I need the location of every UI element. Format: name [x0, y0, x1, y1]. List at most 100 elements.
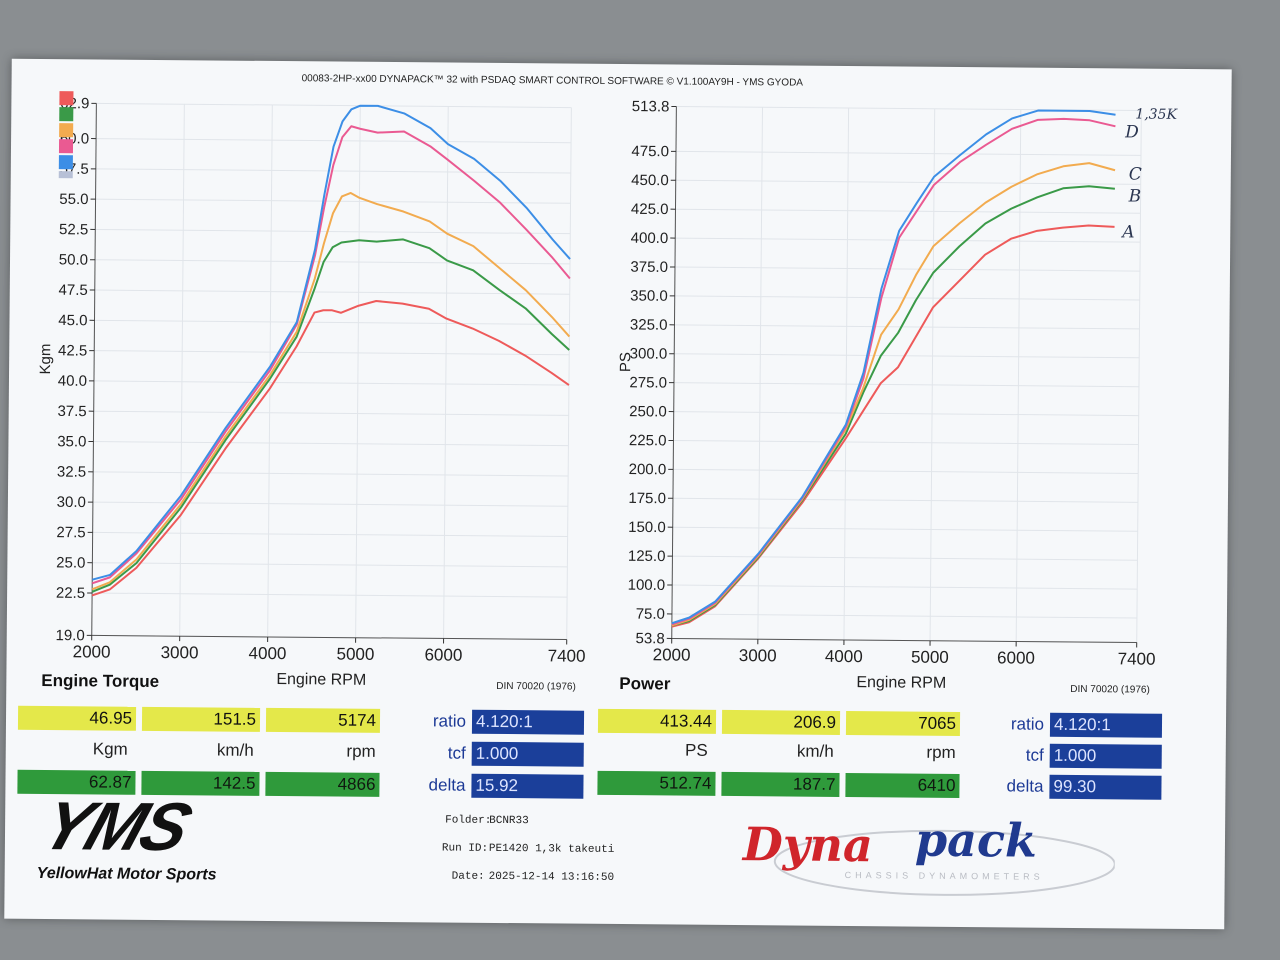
power-grid-y	[672, 584, 1138, 590]
folder-value: BCNR33	[489, 814, 529, 828]
power-y-tick-label: 450.0	[631, 172, 669, 189]
power-y-tick-label: 125.0	[628, 548, 666, 565]
torque-y-tick-label: 30.0	[57, 494, 86, 511]
dynapack-swoosh	[773, 829, 1116, 896]
legend-swatch	[58, 139, 74, 154]
dynapack-logo-right: pack	[914, 812, 1038, 868]
power-grid-x	[1015, 109, 1022, 642]
torque-grid-x	[355, 105, 361, 638]
power-x-axis	[671, 637, 1137, 644]
torque-grid-y	[92, 501, 568, 507]
folder-label: Folder:	[445, 814, 492, 827]
handwritten-d: D	[1125, 122, 1139, 143]
torque-series-D	[91, 125, 571, 585]
torque-y-tick-label: 25.0	[56, 554, 85, 571]
legend-swatch	[59, 123, 74, 138]
torque-grid-x	[566, 107, 572, 640]
yms-logo-subtitle: YellowHat Motor Sports	[36, 864, 217, 884]
power-grid-y	[674, 295, 1140, 301]
power-grid-y	[674, 266, 1140, 272]
torque-x-tick-label: 4000	[249, 644, 287, 663]
torque-panel-title: Engine Torque	[41, 670, 160, 692]
legend-swatch	[59, 91, 74, 106]
power-x-tick-label: 4000	[825, 647, 863, 666]
power-x-tick-label: 5000	[911, 648, 949, 667]
power-grid-y	[673, 439, 1139, 446]
torque-series-C	[91, 191, 571, 591]
power-unit: PS	[684, 740, 708, 760]
power-y-tick-label: 250.0	[629, 403, 667, 420]
torque-y-tick-label: 55.0	[59, 191, 88, 208]
date-label: Date:	[451, 870, 485, 883]
dynapack-logo: Dyna pack CHASSIS DYNAMOMETERS	[734, 811, 1116, 904]
swoosh-ellipse	[773, 829, 1116, 896]
power-grid-y	[675, 237, 1141, 243]
torque-ratio-value: 4.120:1	[471, 709, 585, 735]
torque-grid-y	[92, 531, 568, 538]
power-grid-y	[672, 497, 1138, 503]
power-y-tick-label: 425.0	[631, 201, 669, 218]
dynapack-logo-left: Dyna	[742, 817, 874, 873]
legend-swatch	[58, 171, 73, 179]
torque-y-tick-label: 27.5	[56, 524, 85, 541]
torque-rpm-value: 5174	[265, 707, 381, 733]
power-y-tick-label: 513.8	[632, 98, 670, 115]
torque-grid-y	[95, 259, 571, 265]
dynapack-logo-subtitle: CHASSIS DYNAMOMETERS	[844, 869, 1044, 882]
handwritten-1-35k: 1,35K	[1135, 106, 1178, 123]
power-y-tick-label: 300.0	[630, 345, 668, 362]
power-grid-y	[673, 468, 1139, 474]
yms-logo: YMS	[32, 788, 200, 866]
torque-delta-value: 15.92	[471, 773, 584, 799]
legend-swatch	[58, 155, 73, 170]
color-legend	[58, 91, 74, 180]
power-y-tick-label: 400.0	[631, 230, 669, 247]
handwritten-b: B	[1128, 186, 1142, 207]
run-id-label: Run ID:	[441, 842, 489, 855]
torque-grid-x	[443, 106, 449, 639]
torque-y-axis	[91, 103, 97, 636]
torque-grid-y	[95, 198, 571, 204]
power-x-tick-label: 2000	[653, 645, 691, 664]
power-delta-value: 99.30	[1049, 774, 1162, 800]
legend-swatch	[59, 107, 74, 122]
torque-y-tick-label: 35.0	[57, 433, 86, 450]
torque-chart: 62.960.057.555.052.550.047.545.042.540.0…	[37, 95, 586, 666]
power-grid-y	[675, 208, 1141, 214]
torque-grid-y	[92, 562, 568, 568]
power-max-rpm-value: 6410	[845, 772, 960, 798]
power-y-tick-label: 53.8	[635, 630, 664, 647]
torque-grid-y	[93, 380, 569, 386]
power-speed-value: 206.9	[721, 709, 841, 735]
torque-grid-y	[93, 410, 569, 416]
power-rpm-unit: rpm	[926, 742, 956, 762]
torque-y-tick-label: 50.0	[59, 251, 88, 268]
power-chart: 513.8 475.0 450.0 425.0 400.0 375.0 350.0 325.0…	[617, 98, 1156, 669]
torque-xlabel: Engine RPM	[276, 671, 367, 689]
power-y-tick-label: 225.0	[629, 432, 667, 449]
power-grid-x	[757, 107, 763, 640]
torque-series-A	[91, 299, 570, 597]
torque-y-tick-label: 47.5	[58, 282, 87, 299]
torque-grid-y	[95, 228, 571, 235]
power-grid-y	[674, 353, 1140, 359]
dyno-printout-sheet: 00083-2HP-xx00 DYNAPACK™ 32 with PSDAQ S…	[4, 58, 1232, 930]
power-grid-y	[673, 382, 1139, 388]
power-y-tick-label: 200.0	[629, 461, 667, 478]
torque-series-B	[91, 238, 570, 593]
power-y-tick-label: 475.0	[631, 143, 669, 160]
handwritten-a: A	[1122, 222, 1135, 243]
power-grid-y	[673, 411, 1139, 417]
torque-grid-y	[93, 441, 569, 447]
power-y-tick-label: 100.0	[628, 577, 666, 594]
power-din-note: DIN 70020 (1976)	[1070, 683, 1150, 696]
power-max-value: 512.74	[597, 770, 716, 796]
power-panel-title: Power	[619, 674, 671, 694]
rpm-unit: rpm	[346, 741, 376, 761]
torque-x-tick-label: 5000	[336, 645, 374, 664]
power-grid-x	[929, 108, 936, 641]
power-grid-x	[843, 107, 850, 640]
power-x-tick-label: 3000	[739, 646, 777, 665]
power-grid-y	[674, 324, 1140, 330]
torque-grid-y	[96, 138, 572, 144]
